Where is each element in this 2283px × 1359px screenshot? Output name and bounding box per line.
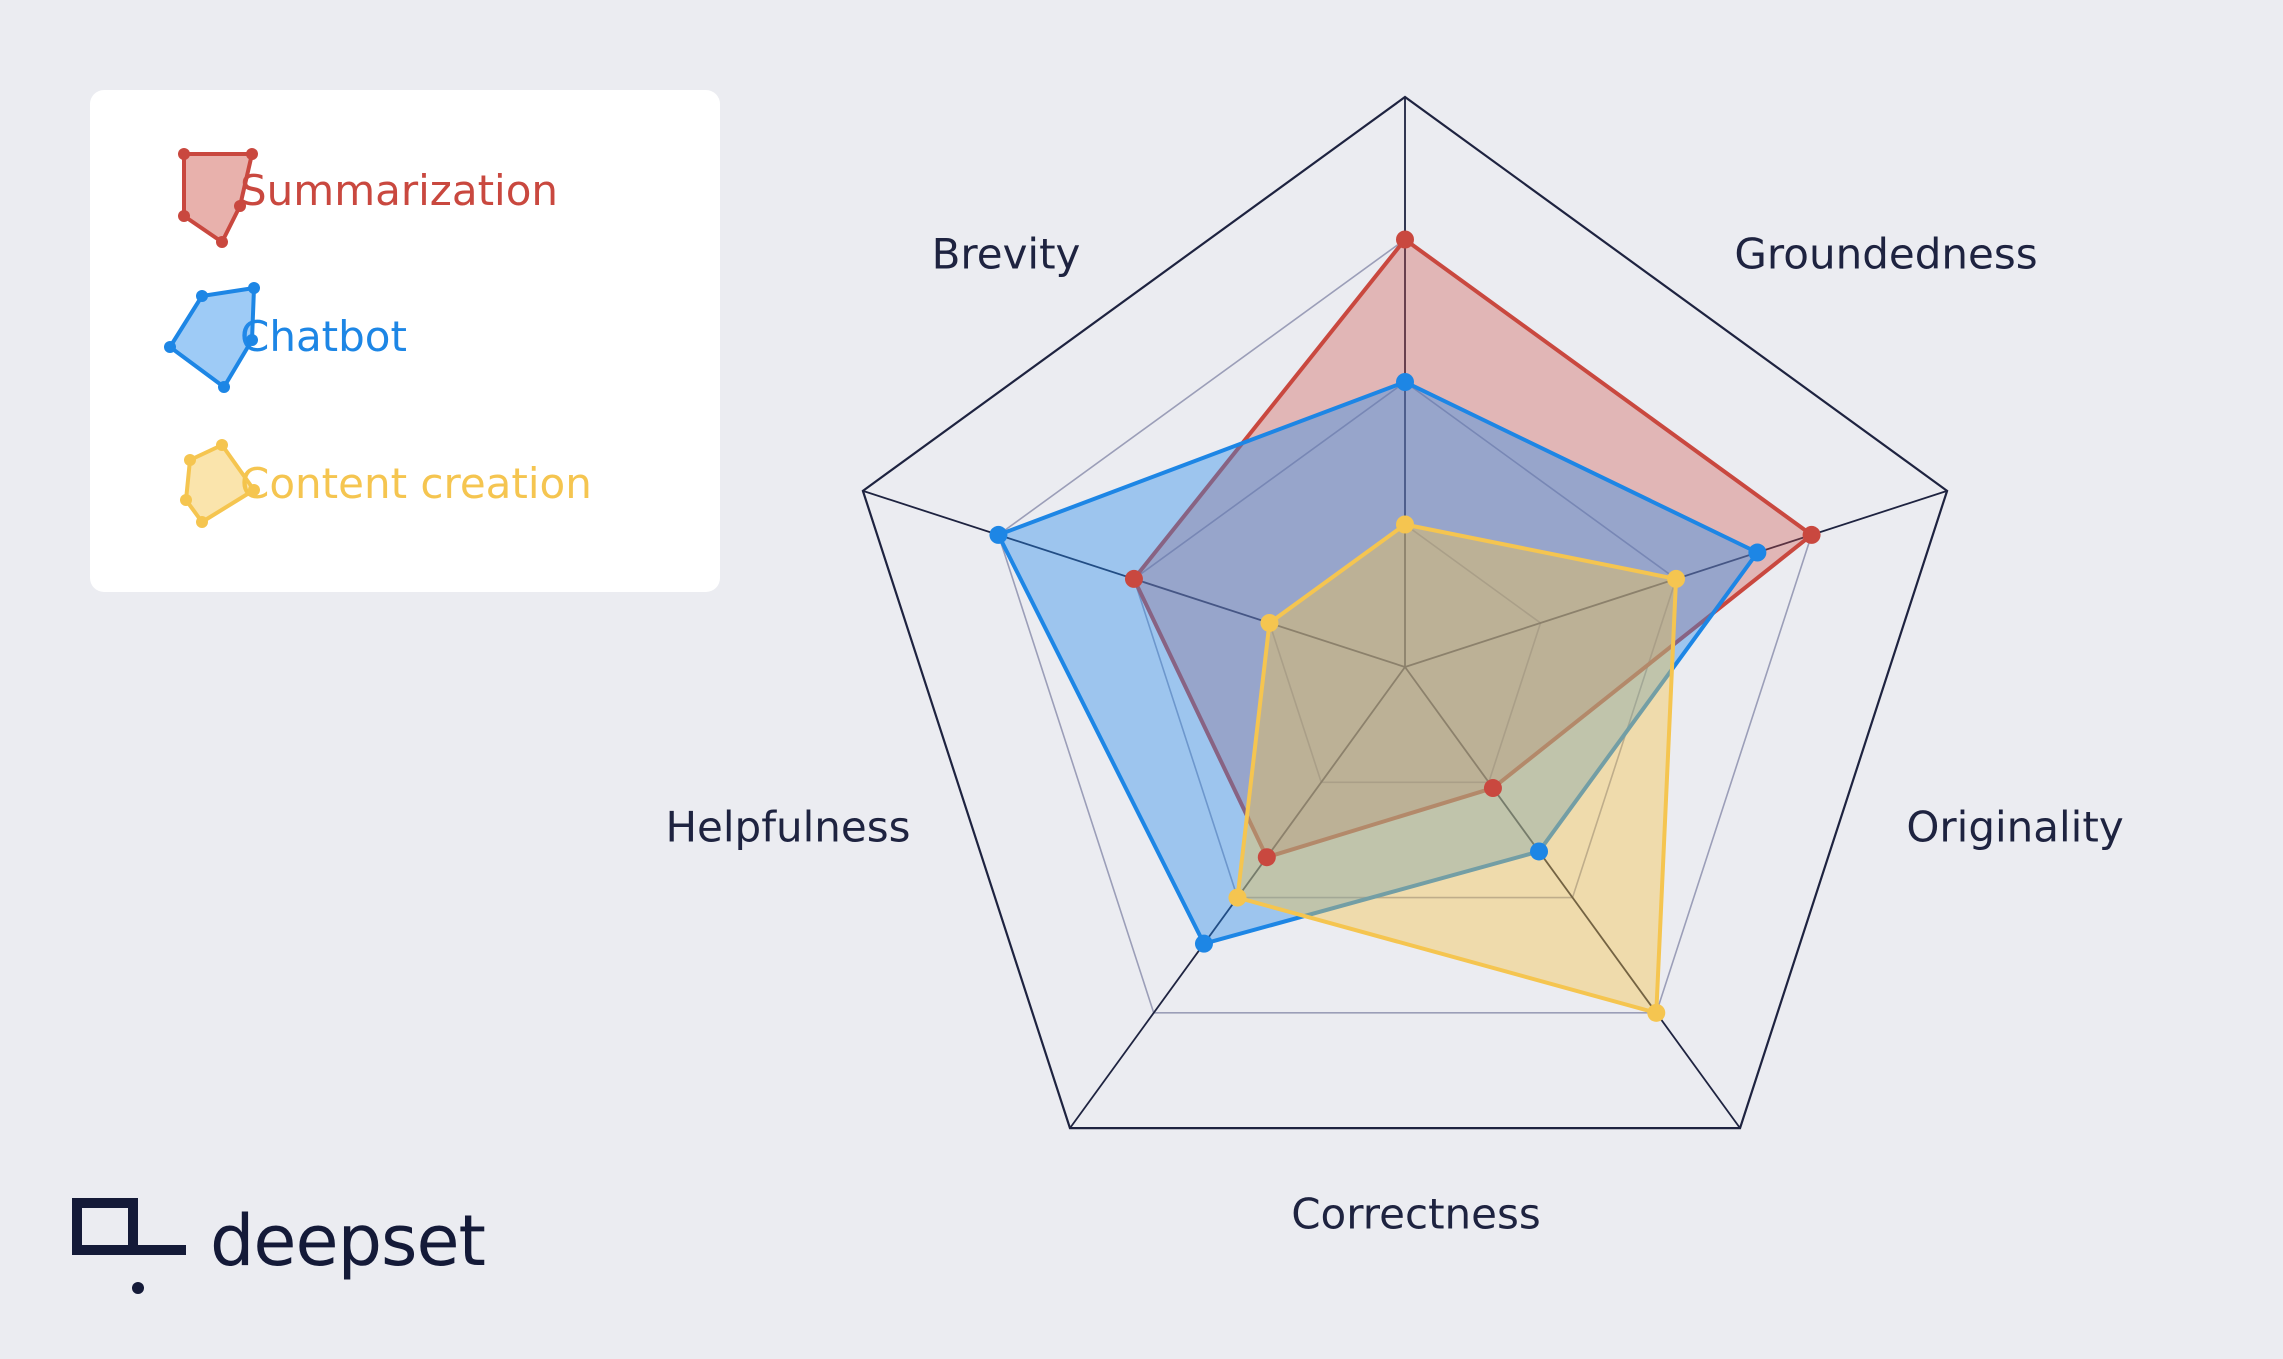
data-point-summarization-correctness (1257, 848, 1276, 867)
brand-name: deepset (210, 1200, 486, 1282)
data-point-content-creation-brevity (1396, 515, 1414, 534)
legend-icon-vertex (246, 148, 258, 160)
legend-icon-chatbot (168, 286, 256, 389)
legend-item-summarization: Summarization (240, 160, 558, 220)
axis-spoke-originality (1404, 666, 1741, 1129)
data-point-summarization-originality (1483, 779, 1502, 798)
legend-icon-vertex (218, 381, 230, 393)
legend-label-summarization: Summarization (240, 165, 559, 215)
legend-icon-vertex (234, 200, 246, 212)
legend-icon-vertex (248, 282, 260, 294)
legend-icon-summarization (182, 152, 254, 244)
data-point-chatbot-helpfulness (989, 525, 1008, 544)
data-point-chatbot-brevity (1396, 373, 1414, 391)
data-point-chatbot-groundedness (1748, 543, 1767, 562)
legend-icon-vertex (248, 484, 260, 496)
data-point-chatbot-originality (1530, 842, 1549, 861)
legend-icon-vertex (196, 516, 208, 528)
legend-item-content-creation: Content creation (240, 453, 592, 513)
axis-label-groundedness: Groundedness (1734, 229, 2038, 279)
data-point-summarization-brevity (1396, 230, 1414, 249)
legend-icon-vertex (178, 148, 190, 160)
legend-label-content-creation: Content creation (240, 458, 592, 508)
legend: Summarization Chatbot Content creation (90, 90, 720, 592)
legend-icons (164, 148, 260, 528)
data-point-content-creation-groundedness (1667, 569, 1686, 588)
deepset-logo-icon (72, 1198, 186, 1294)
legend-icon-vertex (178, 210, 190, 222)
axis-label-brevity: Brevity (931, 229, 1081, 279)
legend-icon-vertex (184, 454, 196, 466)
data-point-summarization-groundedness (1802, 525, 1821, 544)
legend-icon-content-creation (184, 443, 256, 524)
legend-icon-vertex (216, 439, 228, 451)
data-point-content-creation-helpfulness (1260, 613, 1279, 632)
series-area-content-creation (1235, 522, 1679, 1015)
series-area-summarization (1131, 237, 1814, 860)
grid-ring-4 (861, 95, 1949, 1130)
legend-label-chatbot: Chatbot (240, 311, 407, 361)
axis-label-originality: Originality (1906, 802, 2124, 852)
data-point-summarization-helpfulness (1124, 569, 1143, 588)
data-point-chatbot-correctness (1194, 934, 1213, 953)
grid-ring-2 (1133, 381, 1677, 899)
data-point-content-creation-originality (1647, 1003, 1666, 1022)
legend-icon-vertex (164, 341, 176, 353)
legend-icon-vertex (196, 290, 208, 302)
grid-ring-1 (1268, 523, 1542, 784)
series-area-chatbot (996, 380, 1760, 946)
data-point-content-creation-correctness (1228, 888, 1247, 907)
axis-label-helpfulness: Helpfulness (665, 802, 911, 852)
legend-icon-vertex (246, 334, 258, 346)
legend-icon-vertex (216, 236, 228, 248)
axis-label-correctness: Correctness (1291, 1189, 1541, 1239)
legend-icon-vertex (180, 494, 192, 506)
legend-item-chatbot: Chatbot (240, 306, 407, 366)
